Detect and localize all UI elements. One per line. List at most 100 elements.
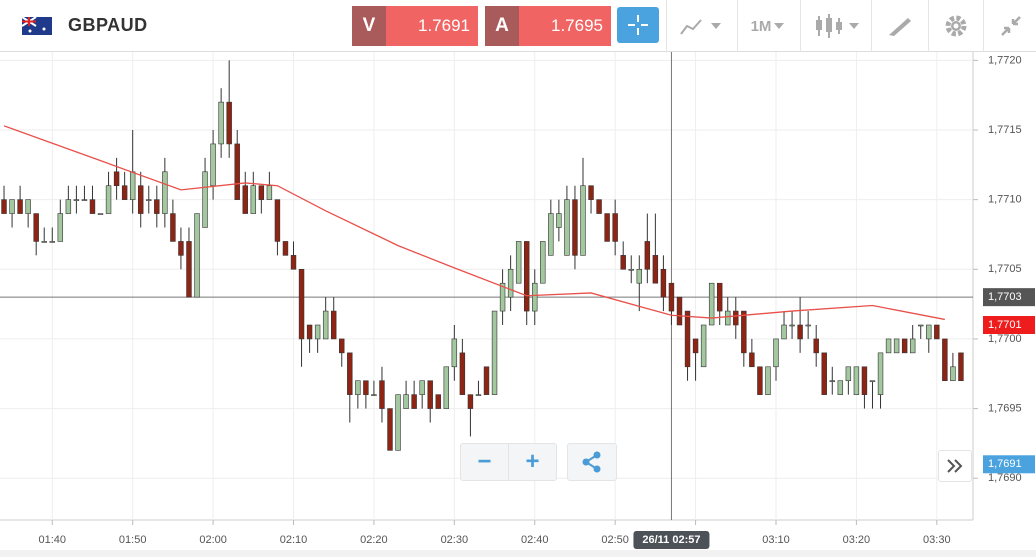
candle-body	[789, 324, 795, 327]
candle-body	[893, 338, 900, 354]
candle-body	[507, 268, 514, 298]
candle-body	[331, 310, 337, 340]
candle-body	[532, 282, 538, 312]
candle-body	[25, 199, 31, 214]
symbol: GBPAUD	[68, 15, 148, 35]
candle-body	[652, 255, 659, 284]
settings-button[interactable]	[928, 0, 983, 52]
candle-body	[540, 241, 546, 284]
scroll-right[interactable]	[938, 450, 972, 482]
candle-body	[596, 199, 602, 214]
timeframe: 1M	[750, 17, 772, 35]
x-tick-label: 02:00	[199, 534, 227, 546]
zoom-out[interactable]: −	[477, 448, 492, 475]
candle-body	[202, 171, 208, 228]
crosshair-icon	[628, 15, 648, 35]
candle-body	[218, 101, 224, 145]
chart-type-button[interactable]	[666, 0, 737, 52]
candle-body	[588, 185, 594, 200]
x-tick-label: 02:30	[441, 534, 469, 546]
candle-type-button[interactable]	[800, 0, 871, 52]
candle-body	[805, 324, 811, 327]
candle-body	[443, 366, 450, 409]
crosshair-time-tag	[633, 531, 710, 549]
candle-body	[556, 213, 562, 228]
crosshair-price-tag-label: 1,7703	[988, 291, 1022, 303]
moving-average	[3, 125, 945, 321]
flag-icon	[22, 17, 52, 35]
candle-body	[306, 324, 313, 340]
candle-icon	[816, 14, 859, 38]
buy-button[interactable]: A 1.7695	[485, 6, 611, 46]
candle-body	[491, 310, 498, 395]
candle-body	[57, 213, 64, 242]
y-tick-label: 1,7710	[988, 194, 1022, 206]
candle-body	[339, 338, 345, 354]
candle-body	[290, 255, 297, 270]
candle-body	[620, 255, 626, 270]
candle-body	[885, 338, 892, 354]
candle-body	[89, 199, 96, 214]
y-tick-label: 1,7700	[988, 333, 1022, 345]
candle-body	[483, 366, 490, 395]
timeframe-button[interactable]: 1M	[737, 0, 800, 52]
candle-body	[853, 366, 860, 395]
candle-body	[427, 380, 433, 409]
draw-button[interactable]	[871, 0, 928, 52]
candle-body	[1, 199, 7, 214]
candle-body	[129, 171, 136, 200]
candle-body	[226, 101, 232, 145]
y-tick-label: 1,7705	[988, 263, 1022, 275]
collapse-button[interactable]	[983, 0, 1036, 52]
buy-label: A	[485, 6, 519, 46]
zoom-controls: − +	[460, 443, 557, 481]
candle-body	[515, 241, 522, 284]
candle-body	[628, 268, 634, 271]
candle-body	[97, 213, 104, 215]
candle-body	[266, 185, 273, 200]
sell-button[interactable]: V 1.7691	[352, 6, 478, 46]
candle-body	[861, 366, 868, 395]
y-tick-label: 1,7720	[988, 54, 1022, 66]
candle-body	[170, 213, 176, 242]
candle-body	[65, 199, 72, 214]
zoom-in[interactable]: +	[508, 444, 556, 480]
candle-body	[475, 394, 482, 396]
x-tick-label: 01:50	[119, 534, 147, 546]
candle-body	[700, 324, 707, 368]
candle-body	[773, 338, 779, 368]
header: GBPAUD V 1.7691 A 1.7695 1M	[0, 0, 1036, 52]
candle-body	[41, 241, 47, 243]
candle-body	[371, 394, 377, 396]
footer-strip	[0, 550, 1036, 557]
x-tick-label: 02:50	[601, 534, 629, 546]
candle-body	[314, 324, 321, 340]
price-tag	[983, 316, 1035, 334]
x-tick-label: 03:10	[762, 534, 790, 546]
candle-body	[234, 143, 240, 200]
candle-body	[733, 310, 739, 326]
candle-body	[523, 241, 530, 312]
candle-body	[322, 310, 329, 340]
x-tick-label: 03:30	[923, 534, 951, 546]
candle-body	[363, 380, 369, 395]
candle-body	[725, 310, 731, 326]
chart-type-icon	[680, 19, 721, 35]
candle-body	[845, 366, 852, 382]
candle-body	[869, 380, 876, 383]
share-icon	[582, 451, 600, 473]
candle-body	[355, 380, 361, 395]
candle-body	[138, 185, 144, 214]
candle-body	[749, 352, 755, 368]
candle-body	[934, 324, 940, 340]
candle-body	[282, 241, 289, 256]
candle-body	[154, 199, 160, 214]
candle-body	[113, 171, 120, 187]
crosshair-button[interactable]	[617, 7, 659, 43]
candle-body	[419, 380, 425, 395]
share-button[interactable]	[567, 443, 617, 481]
candle-body	[829, 380, 835, 383]
crosshair-time-label: 26/11 02:57	[642, 534, 700, 546]
candle-body	[636, 268, 642, 284]
candle-body	[105, 185, 112, 214]
